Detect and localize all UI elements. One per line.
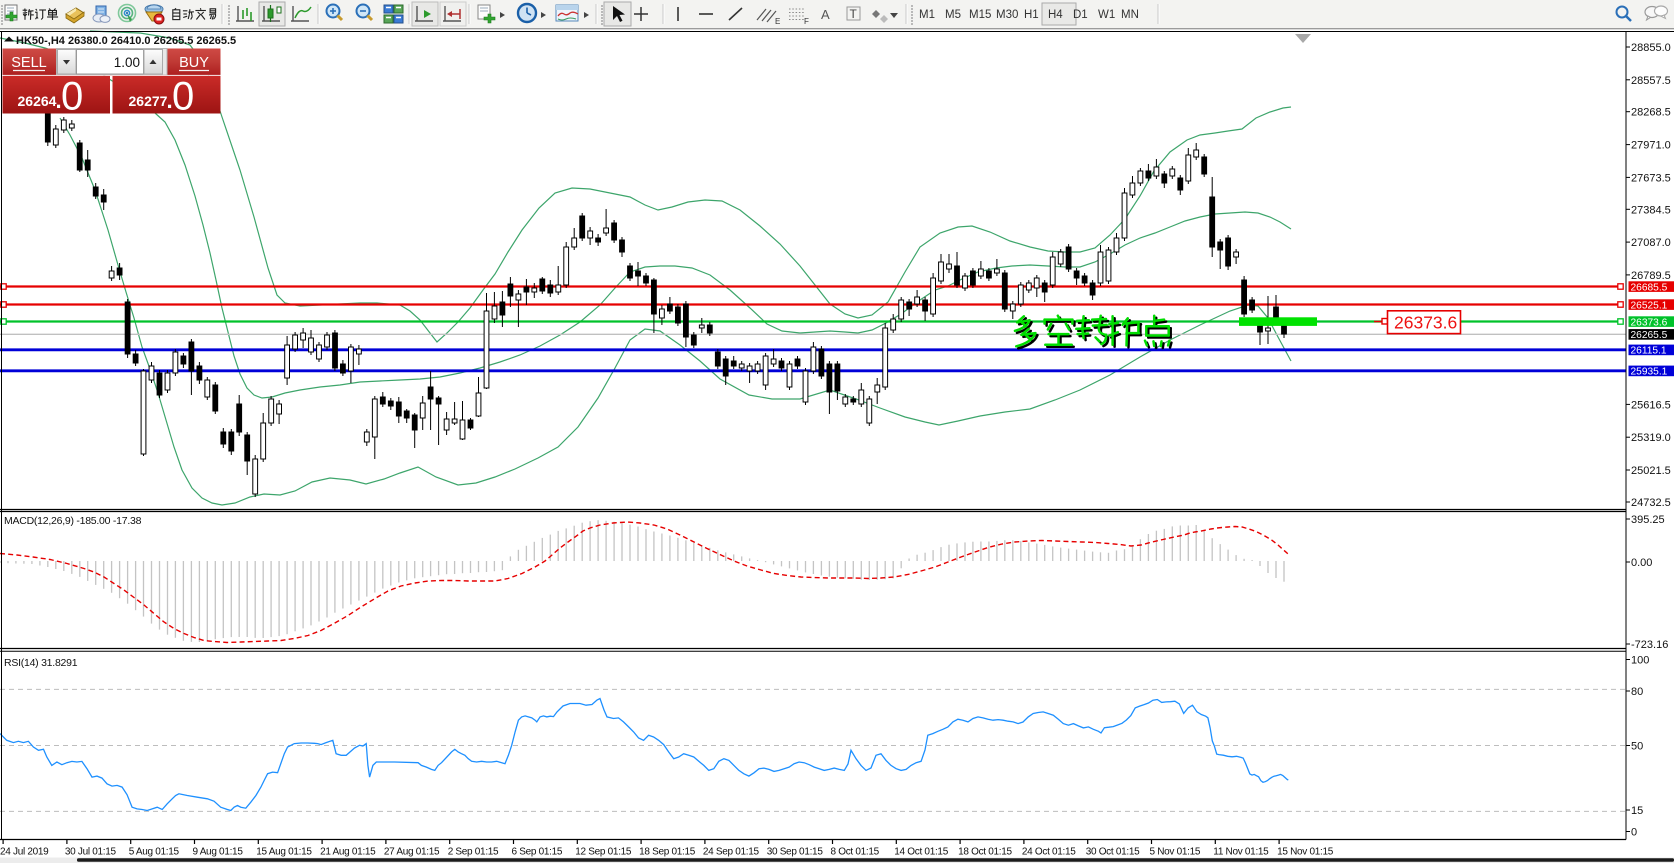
- svg-text:0.00: 0.00: [1631, 557, 1652, 569]
- svg-text:9 Aug 01:15: 9 Aug 01:15: [193, 847, 244, 858]
- svg-text:M15: M15: [969, 9, 991, 21]
- svg-text:12 Sep 01:15: 12 Sep 01:15: [575, 847, 632, 858]
- svg-text:25319.0: 25319.0: [1631, 432, 1671, 444]
- svg-text:27 Aug 01:15: 27 Aug 01:15: [384, 847, 440, 858]
- svg-text:30 Sep 01:15: 30 Sep 01:15: [767, 847, 824, 858]
- svg-text:27673.5: 27673.5: [1631, 172, 1671, 184]
- svg-text:24 Jul 2019: 24 Jul 2019: [0, 847, 49, 858]
- svg-text:100: 100: [1631, 655, 1649, 667]
- svg-text:50: 50: [1631, 741, 1643, 753]
- svg-text:5 Aug 01:15: 5 Aug 01:15: [129, 847, 180, 858]
- svg-text:0: 0: [172, 75, 194, 119]
- svg-text:A: A: [821, 7, 830, 22]
- svg-text:0: 0: [1631, 827, 1637, 839]
- svg-text:SELL: SELL: [11, 55, 46, 71]
- svg-text:27971.0: 27971.0: [1631, 140, 1671, 152]
- svg-text:15 Nov 01:15: 15 Nov 01:15: [1277, 847, 1334, 858]
- svg-text:6 Sep 01:15: 6 Sep 01:15: [512, 847, 563, 858]
- svg-text:28557.5: 28557.5: [1631, 75, 1671, 87]
- svg-text:5 Nov 01:15: 5 Nov 01:15: [1150, 847, 1201, 858]
- svg-text:MN: MN: [1121, 9, 1139, 21]
- svg-text:M5: M5: [945, 9, 961, 21]
- svg-text:25021.5: 25021.5: [1631, 465, 1671, 477]
- svg-text:.: .: [167, 88, 173, 113]
- svg-text:21 Aug 01:15: 21 Aug 01:15: [320, 847, 376, 858]
- svg-text:11 Nov 01:15: 11 Nov 01:15: [1213, 847, 1269, 858]
- svg-text:15 Aug 01:15: 15 Aug 01:15: [256, 847, 312, 858]
- svg-text:M30: M30: [996, 9, 1018, 21]
- svg-text:1.00: 1.00: [114, 55, 140, 70]
- svg-text:2 Sep 01:15: 2 Sep 01:15: [448, 847, 499, 858]
- svg-text:24 Sep 01:15: 24 Sep 01:15: [703, 847, 760, 858]
- svg-text:BUY: BUY: [179, 55, 209, 71]
- svg-text:H4: H4: [1048, 9, 1063, 21]
- svg-text:25935.1: 25935.1: [1631, 367, 1668, 378]
- svg-text:-723.16: -723.16: [1631, 639, 1668, 651]
- svg-text:0: 0: [61, 75, 83, 119]
- svg-text:26789.5: 26789.5: [1631, 270, 1671, 282]
- svg-text:26115.1: 26115.1: [1631, 346, 1667, 357]
- svg-text:26264: 26264: [18, 93, 57, 109]
- svg-text:26685.5: 26685.5: [1631, 282, 1668, 293]
- svg-text:395.25: 395.25: [1631, 514, 1665, 526]
- svg-text:.: .: [56, 88, 62, 113]
- svg-text:F: F: [804, 17, 809, 26]
- svg-text:14 Oct 01:15: 14 Oct 01:15: [894, 847, 948, 858]
- svg-text:80: 80: [1631, 686, 1643, 698]
- svg-text:T: T: [850, 7, 858, 21]
- svg-text:M1: M1: [919, 9, 935, 21]
- svg-text:H1: H1: [1024, 9, 1039, 21]
- svg-text:E: E: [775, 17, 780, 26]
- svg-text:HK50-,H4 26380.0 26410.0 2626: HK50-,H4 26380.0 26410.0 26265.5 26265.5: [16, 35, 236, 47]
- svg-text:W1: W1: [1098, 9, 1115, 21]
- svg-text:MACD(12,26,9) -185.00 -17.38: MACD(12,26,9) -185.00 -17.38: [4, 515, 142, 527]
- svg-text:25616.5: 25616.5: [1631, 399, 1671, 411]
- svg-text:27087.0: 27087.0: [1631, 237, 1671, 249]
- svg-text:24732.5: 24732.5: [1631, 497, 1671, 509]
- svg-text:30 Oct 01:15: 30 Oct 01:15: [1086, 847, 1140, 858]
- svg-text:18 Sep 01:15: 18 Sep 01:15: [639, 847, 696, 858]
- svg-text:26525.1: 26525.1: [1631, 300, 1668, 311]
- svg-text:18 Oct 01:15: 18 Oct 01:15: [958, 847, 1012, 858]
- svg-text:8 Oct 01:15: 8 Oct 01:15: [831, 847, 880, 858]
- svg-text:26277: 26277: [129, 93, 168, 109]
- svg-text:30 Jul 01:15: 30 Jul 01:15: [65, 847, 117, 858]
- svg-text:26265.5: 26265.5: [1631, 330, 1668, 341]
- svg-text:28855.0: 28855.0: [1631, 42, 1671, 54]
- svg-text:26373.6: 26373.6: [1394, 313, 1457, 333]
- svg-text:28268.5: 28268.5: [1631, 107, 1671, 119]
- svg-text:27384.5: 27384.5: [1631, 204, 1671, 216]
- svg-text:24 Oct 01:15: 24 Oct 01:15: [1022, 847, 1076, 858]
- svg-text:15: 15: [1631, 805, 1643, 817]
- svg-text:26373.6: 26373.6: [1631, 317, 1668, 328]
- svg-text:RSI(14) 31.8291: RSI(14) 31.8291: [4, 657, 78, 669]
- svg-text:D1: D1: [1073, 9, 1088, 21]
